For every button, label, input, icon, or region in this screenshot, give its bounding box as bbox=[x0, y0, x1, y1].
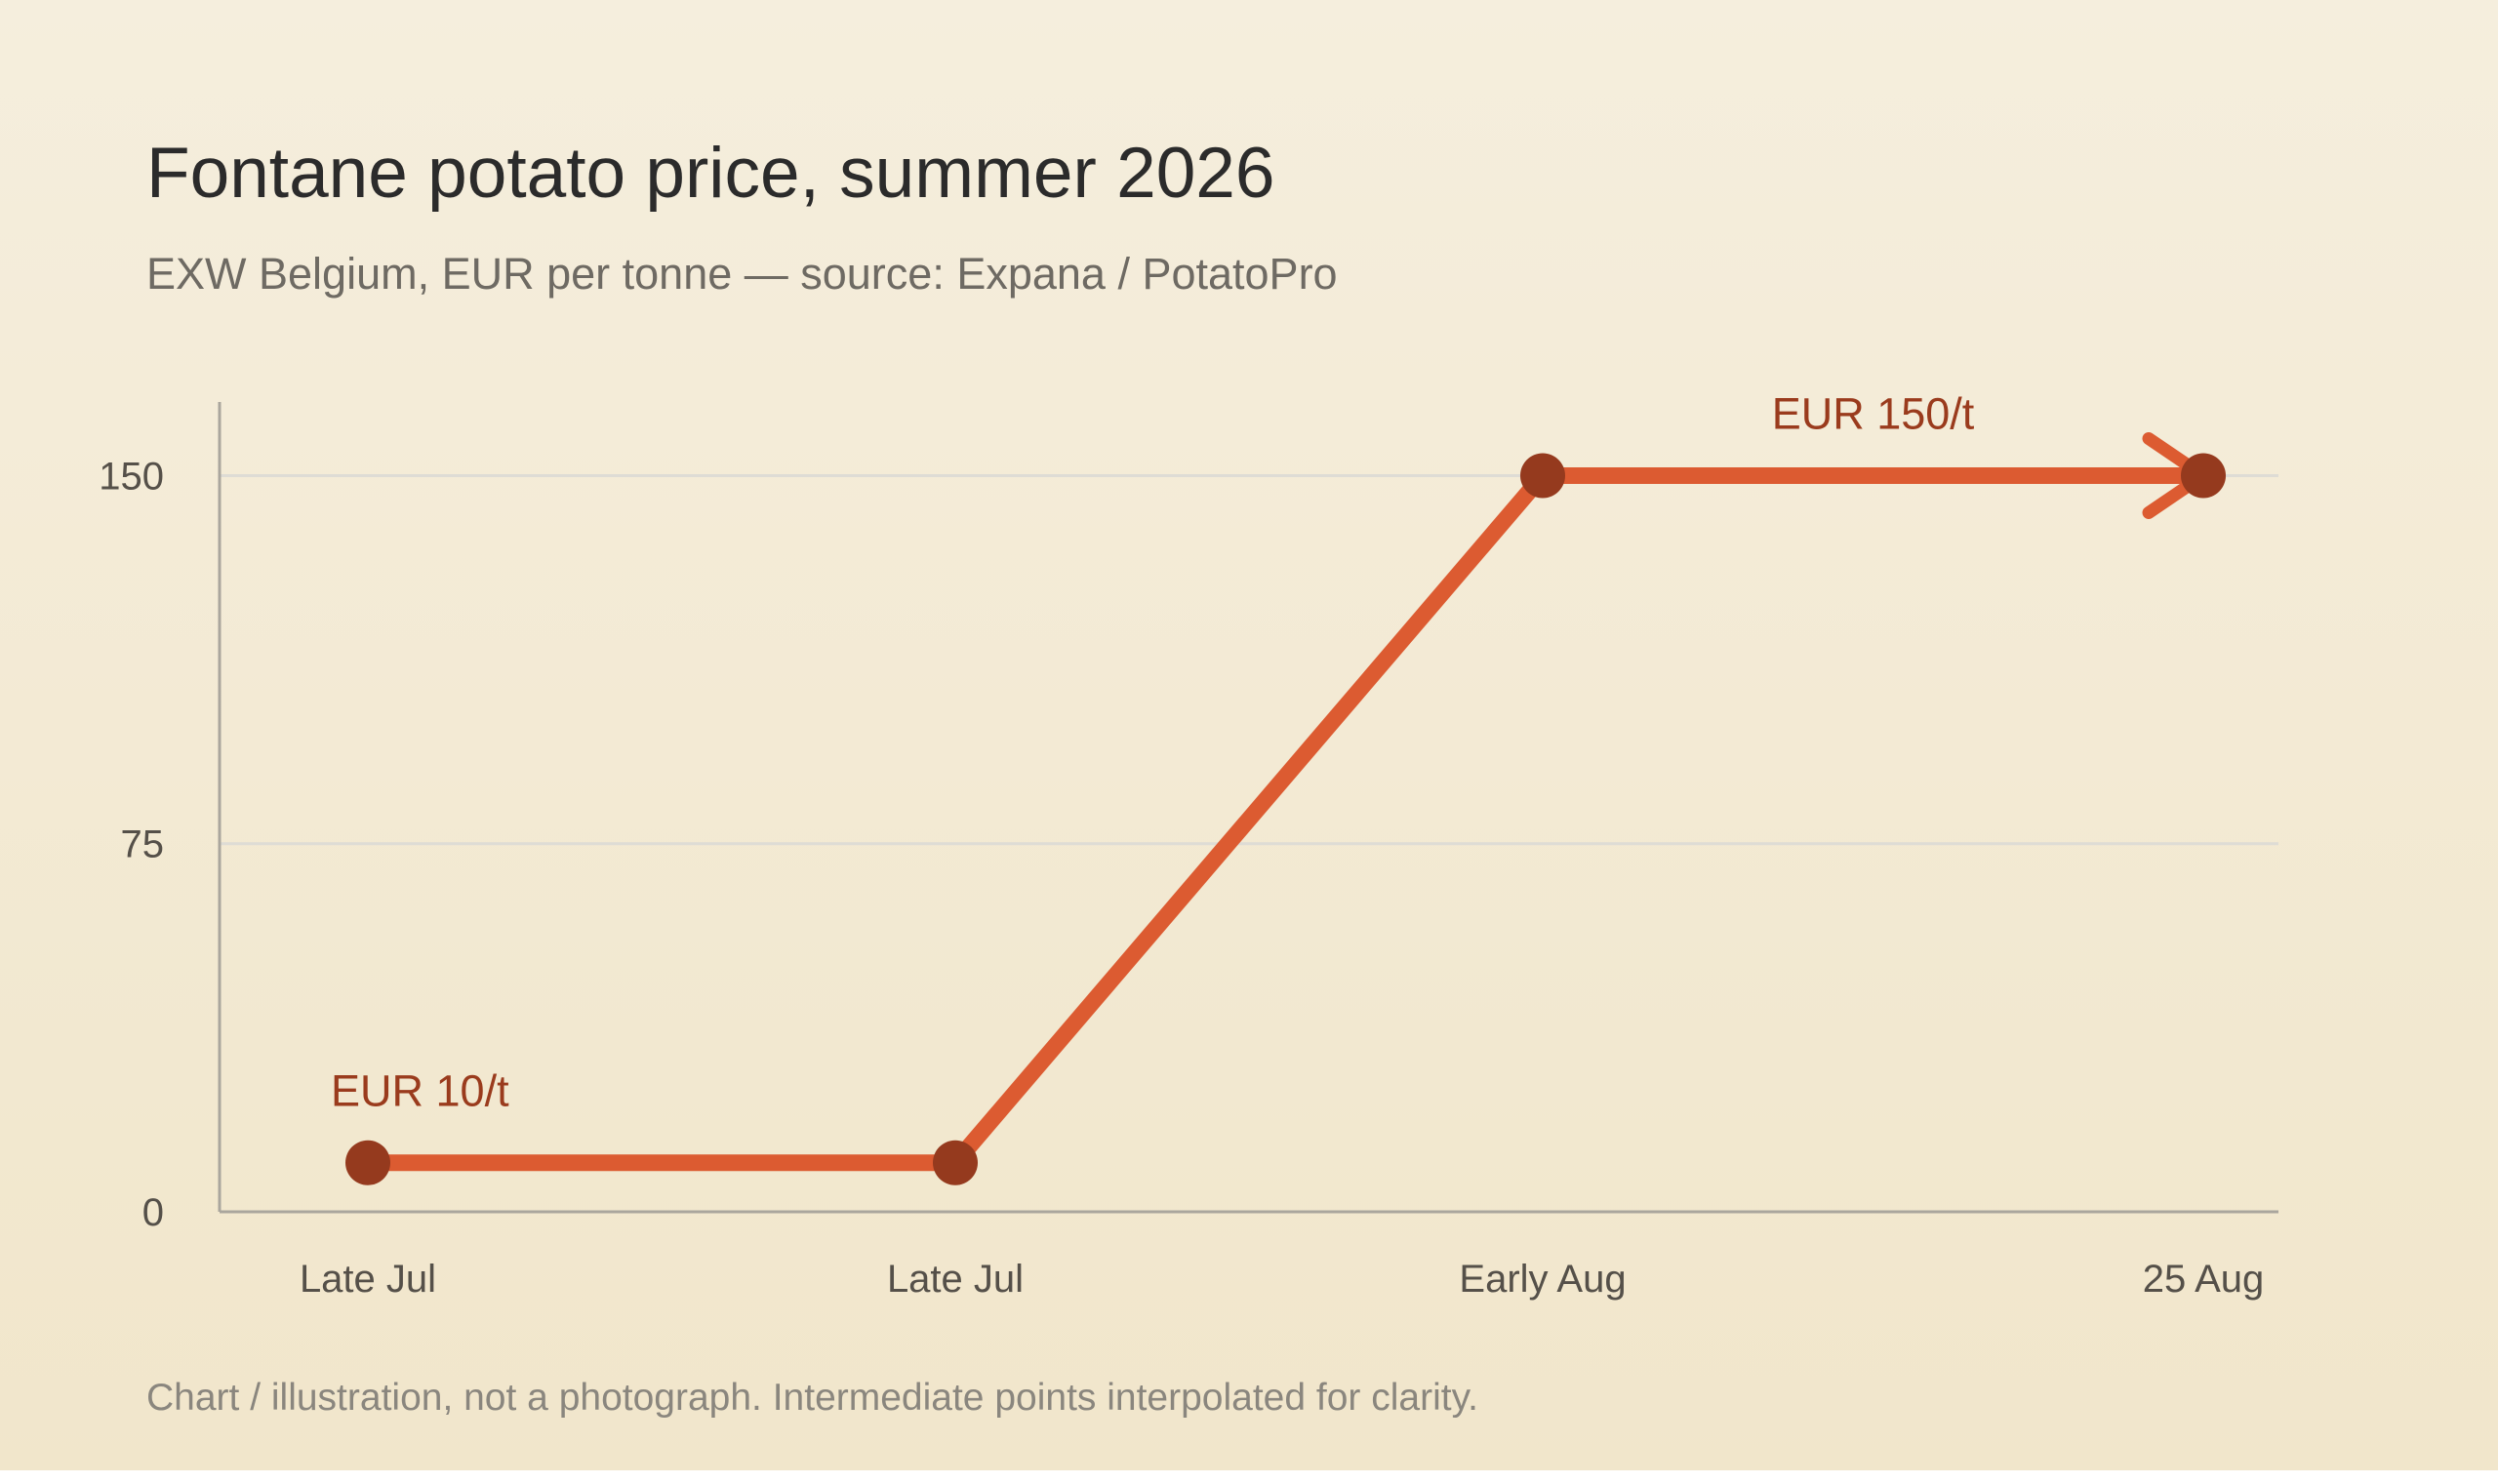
data-points bbox=[345, 453, 2226, 1185]
data-label-1: EUR 150/t bbox=[1772, 388, 1975, 438]
chart-subtitle: EXW Belgium, EUR per tonne — source: Exp… bbox=[146, 249, 1338, 299]
y-tick-labels: 0 75 150 bbox=[99, 455, 164, 1234]
x-tick-label-2: Early Aug bbox=[1459, 1258, 1626, 1301]
x-tick-labels: Late Jul Late Jul Early Aug 25 Aug bbox=[300, 1258, 2264, 1301]
x-tick-label-1: Late Jul bbox=[887, 1258, 1024, 1301]
data-point-3 bbox=[2181, 453, 2226, 499]
data-point-1 bbox=[933, 1140, 978, 1185]
y-tick-label-0: 0 bbox=[142, 1191, 164, 1234]
axes bbox=[218, 402, 2278, 1214]
x-tick-label-0: Late Jul bbox=[300, 1258, 436, 1301]
gridlines bbox=[220, 473, 2278, 846]
y-tick-label-75: 75 bbox=[121, 823, 165, 866]
chart-title: Fontane potato price, summer 2026 bbox=[146, 134, 1275, 213]
data-labels: EUR 10/t EUR 150/t bbox=[331, 388, 1975, 1115]
price-series bbox=[359, 431, 2212, 1172]
x-tick-label-3: 25 Aug bbox=[2143, 1258, 2265, 1301]
price-line bbox=[359, 466, 2212, 1172]
data-point-2 bbox=[1520, 453, 1565, 499]
data-label-0: EUR 10/t bbox=[331, 1066, 509, 1116]
data-point-0 bbox=[345, 1140, 390, 1185]
chart-footnote: Chart / illustration, not a photograph. … bbox=[146, 1377, 1479, 1419]
y-tick-label-150: 150 bbox=[99, 455, 164, 498]
